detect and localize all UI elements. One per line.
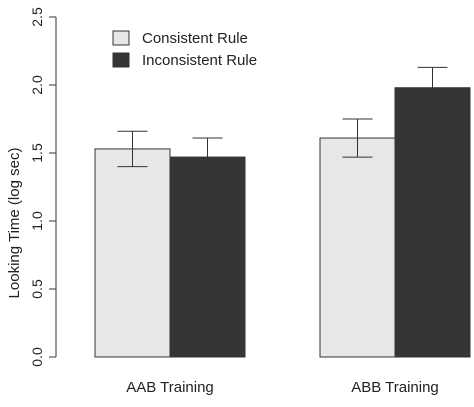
bar xyxy=(394,87,471,358)
y-tick-label: 1.0 xyxy=(29,211,45,231)
x-category-label: AAB Training xyxy=(126,379,214,396)
y-tick-label: 2.5 xyxy=(29,7,45,27)
bar xyxy=(94,148,171,358)
x-category-label: ABB Training xyxy=(351,379,439,396)
error-bars xyxy=(117,66,448,177)
y-tick-label: 0.5 xyxy=(29,279,45,299)
category-labels: AAB Training ABB Training xyxy=(126,379,439,396)
legend-label: Consistent Rule xyxy=(142,30,248,47)
legend-swatch xyxy=(112,52,130,68)
axes: 0.0 0.5 1.0 1.5 2.0 2.5 xyxy=(29,7,57,367)
bar xyxy=(319,137,396,358)
bars xyxy=(94,87,471,358)
y-tick-label: 2.0 xyxy=(29,75,45,95)
y-tick-label: 0.0 xyxy=(29,347,45,367)
y-axis-label: Looking Time (log sec) xyxy=(6,148,23,299)
y-tick-label: 1.5 xyxy=(29,143,45,163)
bar xyxy=(169,156,246,358)
legend-label: Inconsistent Rule xyxy=(142,52,257,69)
legend-swatch xyxy=(112,30,130,46)
legend: Consistent Rule Inconsistent Rule xyxy=(112,30,257,69)
